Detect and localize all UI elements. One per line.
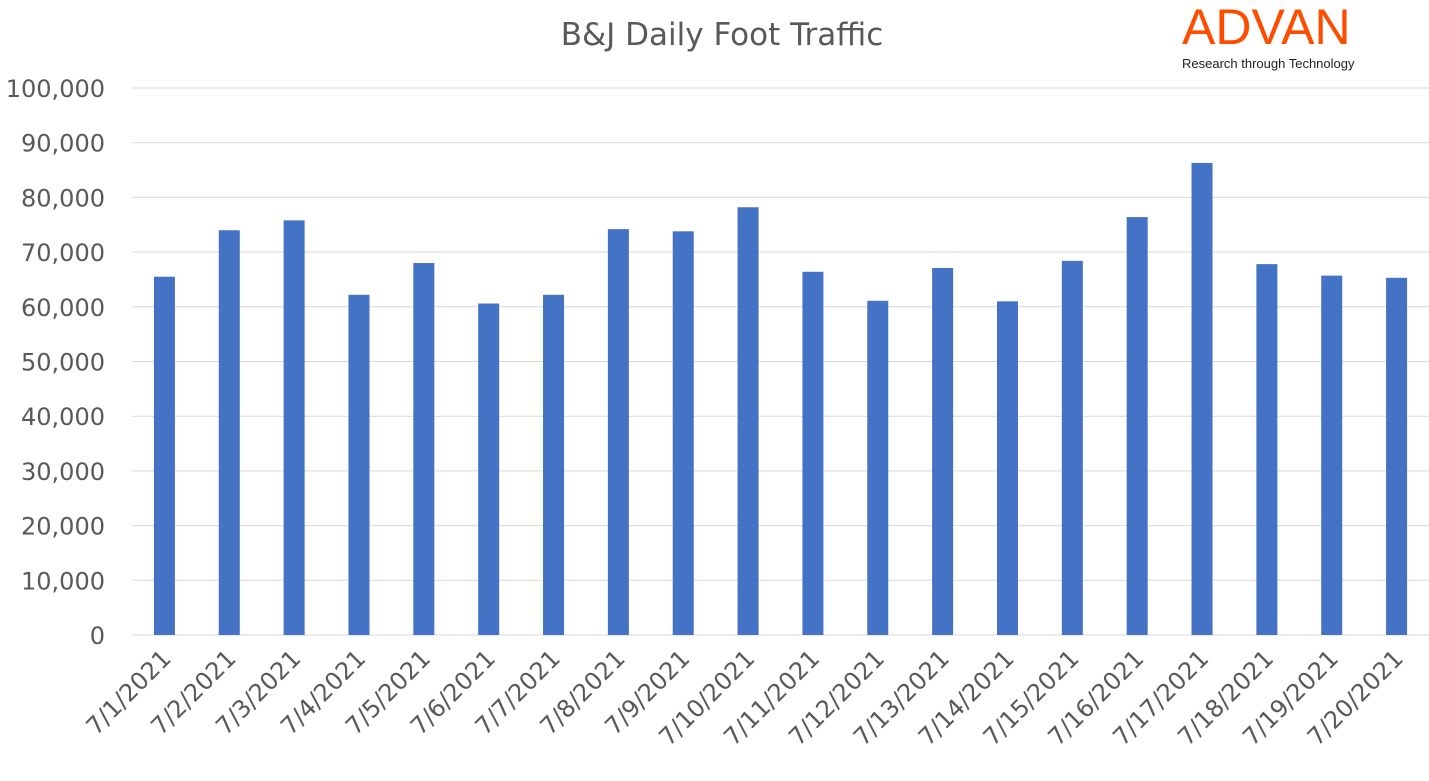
y-tick-label: 50,000 <box>21 349 105 377</box>
bar <box>1321 275 1343 635</box>
y-tick-label: 60,000 <box>21 294 105 322</box>
logo-wordmark: ADVAN <box>1182 0 1351 55</box>
bar <box>1126 217 1148 636</box>
bar <box>1386 277 1408 635</box>
bar <box>1256 264 1278 635</box>
bar <box>607 229 629 635</box>
bar <box>932 267 954 635</box>
bar <box>283 220 305 635</box>
bar <box>153 276 175 635</box>
x-axis-tick-labels: 7/1/20217/2/20217/3/20217/4/20217/5/2021… <box>81 644 1409 751</box>
y-tick-label: 0 <box>90 622 105 650</box>
bar <box>413 263 435 635</box>
y-tick-label: 70,000 <box>21 239 105 267</box>
bar <box>478 303 500 635</box>
y-tick-label: 10,000 <box>21 567 105 595</box>
logo-tagline: Research through Technology <box>1182 56 1355 71</box>
bars <box>153 162 1408 636</box>
y-tick-label: 30,000 <box>21 458 105 486</box>
bar <box>348 294 370 635</box>
bar <box>1191 162 1213 635</box>
y-tick-label: 20,000 <box>21 513 105 541</box>
chart-title: B&J Daily Foot Traffic <box>561 17 884 53</box>
y-axis-tick-labels: 0 10,000 20,000 30,000 40,000 50,000 60,000 70,… <box>6 75 105 650</box>
bar <box>737 207 759 635</box>
y-tick-label: 100,000 <box>6 75 105 103</box>
y-tick-label: 90,000 <box>21 130 105 158</box>
y-tick-label: 80,000 <box>21 184 105 212</box>
bar <box>543 294 565 635</box>
bar <box>1061 260 1083 635</box>
bar <box>802 271 824 635</box>
advan-logo: ADVAN Research through Technology <box>1176 2 1396 71</box>
y-tick-label: 40,000 <box>21 403 105 431</box>
bar <box>218 230 240 635</box>
gridlines <box>132 87 1429 636</box>
bar <box>867 300 889 635</box>
bar <box>672 231 694 635</box>
bar <box>996 301 1018 635</box>
